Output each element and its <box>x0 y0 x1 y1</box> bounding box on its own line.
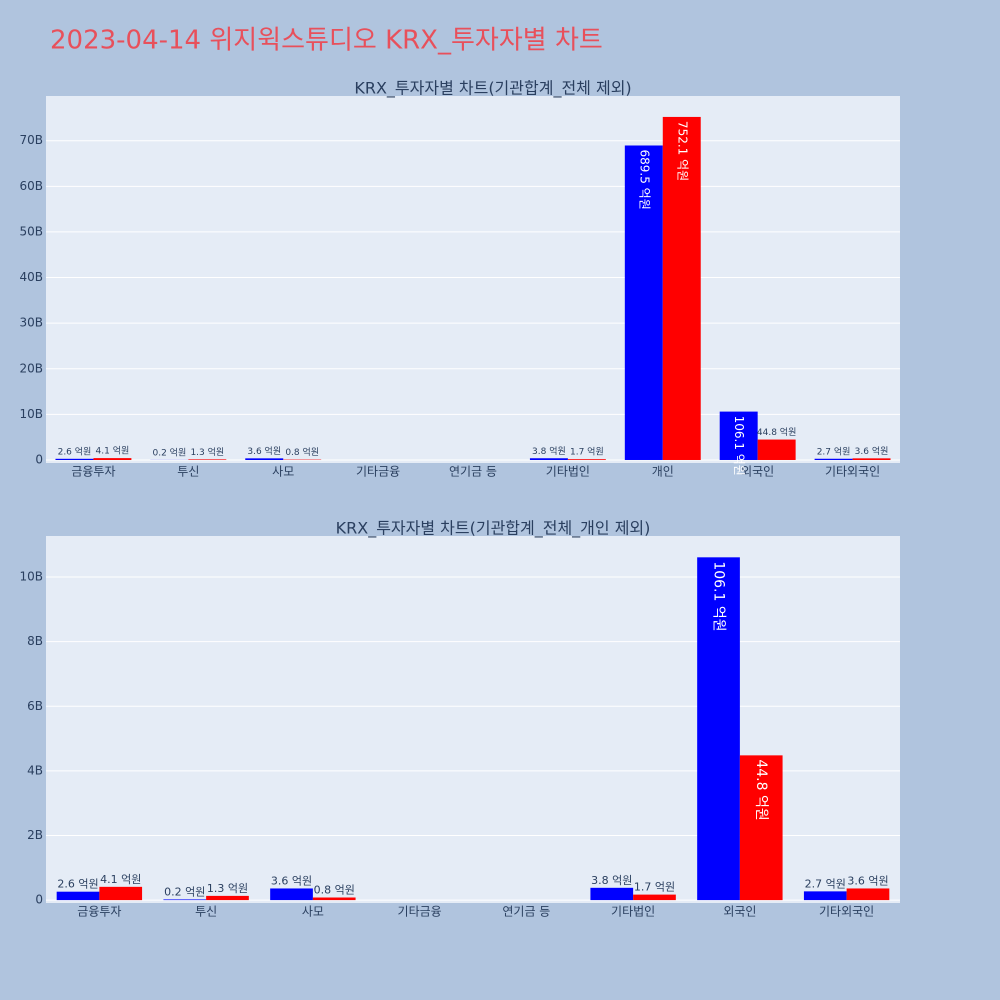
bar-label: 106.1 억원 <box>732 416 746 476</box>
bar-label: 4.1 억원 <box>96 445 130 457</box>
x-tick-label: 기타법인 <box>611 905 655 919</box>
x-tick-label: 연기금 등 <box>449 465 497 479</box>
bar-label: 0.2 억원 <box>152 446 186 458</box>
bar <box>567 459 606 460</box>
bar <box>852 458 891 460</box>
chart-title: KRX_투자자별 차트(기관합계_전체 제외) <box>354 79 631 99</box>
x-tick-label: 외국인 <box>741 465 774 479</box>
y-tick-label: 10B <box>19 407 43 421</box>
bar-label: 2.7 억원 <box>817 445 851 457</box>
x-tick-label: 금융투자 <box>71 465 115 479</box>
bar <box>56 891 100 901</box>
y-tick-label: 2B <box>27 828 43 842</box>
bar-label: 2.7 억원 <box>805 877 846 890</box>
y-tick-label: 8B <box>27 634 43 648</box>
bar-label: 0.8 억원 <box>314 884 355 897</box>
bar-label: 44.8 억원 <box>753 759 769 820</box>
bar-label: 0.2 억원 <box>164 885 205 898</box>
bar <box>624 145 663 460</box>
y-tick-label: 0 <box>35 452 43 466</box>
x-tick-label: 기타금융 <box>398 905 442 919</box>
y-tick-label: 10B <box>19 570 43 584</box>
y-tick-label: 70B <box>19 133 43 147</box>
bar <box>803 891 847 901</box>
y-tick-label: 0 <box>35 893 43 907</box>
y-tick-label: 40B <box>19 270 43 284</box>
bar <box>662 116 701 460</box>
bar-label: 3.6 억원 <box>847 874 888 887</box>
x-tick-label: 외국인 <box>723 905 756 919</box>
bar <box>163 899 207 901</box>
x-tick-label: 기타금융 <box>356 465 400 479</box>
bar <box>590 887 634 901</box>
bar <box>206 895 249 901</box>
bar <box>719 411 758 460</box>
bar-label: 3.8 억원 <box>591 874 632 887</box>
bar <box>312 897 356 901</box>
bar <box>739 755 783 901</box>
bar-label: 2.6 억원 <box>58 445 92 457</box>
chart-title: KRX_투자자별 차트(기관합계_전체_개인 제외) <box>336 519 651 539</box>
bar-label: 3.6 억원 <box>855 445 889 457</box>
bar <box>846 888 890 901</box>
bar <box>757 439 796 460</box>
bar-label: 1.7 억원 <box>570 446 604 458</box>
bar <box>814 458 853 460</box>
bar <box>99 886 143 901</box>
bar <box>188 459 227 460</box>
bar-label: 689.5 억원 <box>637 149 651 209</box>
x-tick-label: 투신 <box>195 905 217 919</box>
y-tick-label: 4B <box>27 763 43 777</box>
plot-area <box>46 96 900 463</box>
x-tick-label: 연기금 등 <box>502 905 550 919</box>
bar-label: 0.8 억원 <box>285 446 319 458</box>
x-tick-label: 사모 <box>302 905 324 919</box>
bar-label: 106.1 억원 <box>711 561 727 631</box>
y-tick-label: 30B <box>19 316 43 330</box>
x-tick-label: 기타법인 <box>546 465 590 479</box>
y-tick-label: 50B <box>19 224 43 238</box>
bar <box>270 888 313 901</box>
x-tick-label: 기타외국인 <box>819 905 874 919</box>
bar-label: 1.3 억원 <box>190 446 224 458</box>
bar <box>697 557 740 901</box>
x-tick-label: 금융투자 <box>77 905 121 919</box>
bar-label: 3.6 억원 <box>247 445 281 457</box>
bar-label: 3.8 억원 <box>532 445 566 457</box>
bar <box>245 458 284 460</box>
bar-label: 3.6 억원 <box>271 874 312 887</box>
x-tick-label: 투신 <box>177 465 199 479</box>
page-title: 2023-04-14 위지윅스튜디오 KRX_투자자별 차트 <box>50 26 603 56</box>
y-tick-label: 60B <box>19 179 43 193</box>
bar-label: 1.3 억원 <box>207 882 248 895</box>
bar-label: 44.8 억원 <box>757 426 796 438</box>
bar <box>93 458 132 460</box>
x-tick-label: 개인 <box>652 465 674 479</box>
x-tick-label: 사모 <box>272 465 294 479</box>
bar <box>633 894 676 901</box>
bar-label: 4.1 억원 <box>100 873 141 886</box>
bar <box>529 458 568 460</box>
x-tick-label: 기타외국인 <box>825 465 880 479</box>
y-tick-label: 20B <box>19 361 43 375</box>
bar-label: 1.7 억원 <box>634 881 675 894</box>
bar <box>55 458 94 460</box>
bar-label: 2.6 억원 <box>57 878 98 891</box>
bar-label: 752.1 억원 <box>675 121 689 181</box>
y-tick-label: 6B <box>27 699 43 713</box>
